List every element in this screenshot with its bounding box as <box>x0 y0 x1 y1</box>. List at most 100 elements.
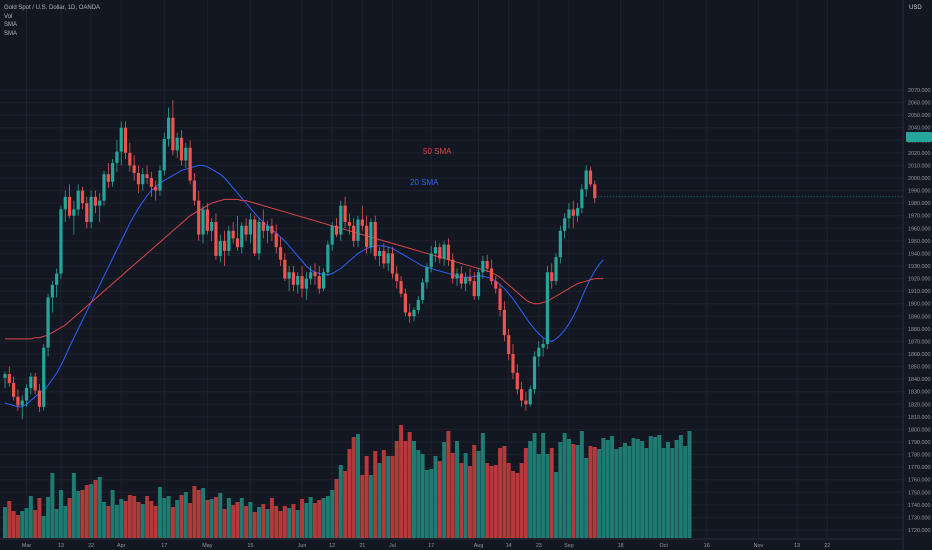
candle-body <box>300 276 304 289</box>
candle-body <box>588 170 593 185</box>
volume-bar <box>76 491 81 538</box>
volume-bar <box>467 466 472 538</box>
volume-bar <box>295 510 300 538</box>
candle-body <box>278 247 283 260</box>
volume-bar <box>558 442 563 538</box>
candle-body <box>80 190 85 204</box>
volume-bar <box>411 441 416 538</box>
candle-body <box>425 267 429 283</box>
volume-bar <box>407 432 412 538</box>
candle-body <box>201 209 205 235</box>
volume-bar <box>562 433 567 538</box>
candle-body <box>24 387 29 401</box>
candle-body <box>240 225 244 248</box>
volume-bar <box>93 480 98 538</box>
candle-body <box>218 240 222 256</box>
candle-body <box>373 222 377 256</box>
candle-body <box>524 400 528 405</box>
candle-body <box>283 259 287 279</box>
volume-bar <box>244 506 249 538</box>
time-tick-label: 18 <box>618 543 624 549</box>
indicator-sma-2[interactable]: SMA <box>4 30 18 37</box>
price-tick-label: 1970.000 <box>908 214 930 220</box>
volume-bar <box>97 477 102 538</box>
volume-bar <box>510 471 515 538</box>
candle-body <box>399 281 403 294</box>
candle-body <box>111 162 115 182</box>
candle-body <box>72 209 76 216</box>
time-tick-label: 22 <box>88 543 94 549</box>
candle-body <box>248 219 252 235</box>
candle-body <box>502 310 506 336</box>
candle-body <box>253 219 257 254</box>
time-tick-label: 21 <box>359 543 365 549</box>
volume-bar <box>588 446 593 538</box>
volume-bar <box>278 511 283 538</box>
volume-bar <box>687 431 692 538</box>
volume-bar <box>635 439 640 538</box>
indicator-sma-1[interactable]: SMA <box>4 22 18 29</box>
candle-body <box>115 151 119 163</box>
time-tick-label: May <box>202 543 212 549</box>
volume-bar <box>627 446 632 538</box>
volume-bar <box>399 425 404 538</box>
volume-bar <box>239 498 244 538</box>
volume-bar <box>678 435 683 538</box>
volume-bar <box>261 504 266 538</box>
volume-bar <box>523 448 528 538</box>
volume-bar <box>351 437 356 538</box>
volume-bar <box>89 484 94 538</box>
grid-lines <box>0 0 903 539</box>
volume-bar <box>54 509 59 538</box>
price-axis[interactable]: 1720.000 1730.000 1740.000 1750.000 1760.000… <box>908 88 930 534</box>
price-tick-label: 1860.000 <box>908 352 930 358</box>
candle-body <box>309 272 313 279</box>
candle-body <box>360 219 364 226</box>
price-tick-label: 1770.000 <box>908 465 930 471</box>
candle-body <box>89 196 93 222</box>
volume-bar <box>20 511 25 538</box>
candle-body <box>330 225 334 245</box>
candle-body <box>76 190 80 210</box>
volume-bar <box>356 434 361 538</box>
candle-body <box>537 347 541 357</box>
candle-body <box>563 218 567 231</box>
volume-bar <box>528 441 533 538</box>
candle-body <box>429 253 433 268</box>
volume-bar <box>149 501 154 538</box>
volume-bar <box>188 503 193 538</box>
volume-bars <box>3 425 692 538</box>
volume-bar <box>170 507 175 538</box>
candle-body <box>119 127 123 152</box>
volume-bar <box>304 503 309 538</box>
candle-body <box>93 196 98 206</box>
volume-bar <box>601 438 606 538</box>
indicator-volume[interactable]: Vol <box>4 13 13 20</box>
volume-bar <box>317 500 322 538</box>
candle-body <box>261 222 265 231</box>
candle-body <box>7 374 11 383</box>
volume-bar <box>235 502 240 538</box>
volume-bar <box>256 507 261 538</box>
symbol-title[interactable]: Gold Spot / U.S. Dollar, 1D, OANDA <box>4 5 101 11</box>
candle-body <box>270 225 274 234</box>
time-tick-label: Aug <box>474 543 484 549</box>
volume-bar <box>403 441 408 538</box>
candle-body <box>356 219 360 241</box>
time-axis[interactable]: Mar 13 22 Apr 17 May 15 Jun 12 21 Jul 17 Aug 14 23 Sep 1… <box>22 543 830 549</box>
candle-body <box>339 205 343 235</box>
volume-bar <box>644 448 649 538</box>
candle-body <box>472 281 476 297</box>
candle-body <box>85 203 89 222</box>
time-tick-label: Oct <box>659 543 668 549</box>
volume-bar <box>424 470 429 538</box>
candle-body <box>395 273 399 282</box>
candle-body <box>451 259 455 279</box>
candle-body <box>532 356 537 390</box>
candle-body <box>42 347 46 407</box>
price-tick-label: 1950.000 <box>908 239 930 245</box>
volume-bar <box>145 496 150 538</box>
volume-bar <box>472 445 477 538</box>
candle-body <box>179 137 184 161</box>
